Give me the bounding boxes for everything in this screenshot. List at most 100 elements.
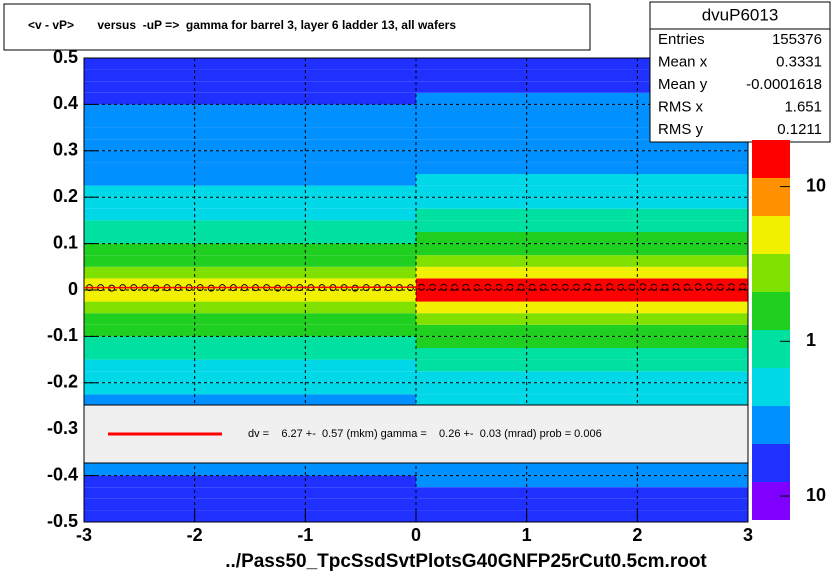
x-tick-label: 2 (632, 525, 642, 545)
heatmap-cell (84, 290, 416, 302)
heatmap-cell (416, 104, 748, 116)
y-tick-label: 0.2 (53, 186, 78, 206)
stats-box: dvuP6013 Entries 155376 Mean x 0.3331 Mean y… (649, 1, 831, 143)
heatmap-cell (84, 127, 416, 140)
x-tick-label: 0 (411, 525, 421, 545)
x-tick-label: -1 (297, 525, 313, 545)
stats-value: 1.651 (784, 98, 822, 115)
profile-point (351, 284, 359, 292)
y-tick-label: -0.1 (47, 325, 78, 345)
y-tick-label: 0.5 (53, 47, 78, 67)
heatmap-cell (416, 336, 748, 348)
stats-value: 155376 (772, 31, 822, 48)
heatmap-cell (416, 69, 748, 82)
fit-line (83, 286, 749, 289)
heatmap-cell (84, 336, 416, 348)
heatmap-cell (84, 150, 416, 163)
heatmap-cell (416, 174, 748, 186)
fit-text: dv = 6.27 +- 0.57 (mkm) gamma = 0.26 +- … (248, 428, 602, 440)
heatmap-cell (416, 475, 748, 488)
color-bar-step (752, 444, 790, 482)
heatmap-cell (84, 92, 416, 105)
heatmap-cell (416, 197, 748, 209)
heatmap-cell (84, 510, 416, 522)
x-tick-label: 3 (743, 525, 753, 545)
heatmap-cell (416, 255, 748, 267)
heatmap-cell (416, 162, 748, 174)
stats-key: Mean x (658, 53, 708, 70)
z-tick-label: 10 (806, 175, 826, 195)
heatmap-cell (84, 232, 416, 244)
heatmap-cell (84, 116, 416, 128)
heatmap-cell (84, 394, 416, 406)
color-bar-step (752, 254, 790, 292)
heatmap-cell (416, 81, 748, 93)
heatmap-cell (416, 510, 748, 522)
heatmap-cell (416, 371, 748, 383)
heatmap-cell (416, 58, 748, 70)
y-tick-label: 0.4 (53, 93, 78, 113)
color-bar-step (752, 140, 790, 178)
heatmap-cell (84, 498, 416, 511)
stats-frame (649, 1, 831, 143)
heatmap-cell (84, 104, 416, 116)
heatmap-cell (84, 208, 416, 221)
heatmap-cell (84, 255, 416, 267)
heatmap-cell (416, 359, 748, 372)
heatmap-cell (416, 487, 748, 499)
color-bar-step (752, 292, 790, 330)
heatmap-cell (416, 185, 748, 198)
stats-key: Mean y (658, 76, 708, 93)
heatmap-cell (84, 348, 416, 360)
heatmap-cell (416, 394, 748, 406)
z-tick-label: 1 (806, 330, 816, 350)
x-tick-label: 1 (522, 525, 532, 545)
y-tick-label: -0.4 (47, 464, 78, 484)
heatmap-cell (84, 487, 416, 499)
heatmap-cell (416, 139, 748, 151)
heatmap-cell (416, 150, 748, 163)
heatmap-cell (416, 220, 748, 232)
heatmap-cell (416, 498, 748, 511)
heatmap-cell (416, 313, 748, 325)
stats-title: dvuP6013 (702, 5, 779, 24)
heatmap-cell (84, 243, 416, 256)
stats-value: -0.0001618 (746, 76, 822, 93)
heatmap-cell (416, 348, 748, 360)
y-tick-label: -0.5 (47, 511, 78, 531)
heatmap-cell (84, 162, 416, 174)
stats-key: Entries (658, 31, 705, 48)
color-bar-step (752, 216, 790, 254)
heatmap-cell (84, 464, 416, 476)
heatmap-cell (416, 290, 748, 302)
color-bar-step (752, 406, 790, 444)
heatmap-cell (84, 81, 416, 93)
heatmap-cell (84, 278, 416, 290)
heatmap-cell (84, 301, 416, 314)
heatmap-cell (416, 92, 748, 105)
heatmap-cell (416, 301, 748, 314)
heatmap-cell (416, 243, 748, 256)
x-tick-label: -2 (187, 525, 203, 545)
heatmap-cell (84, 69, 416, 82)
heatmap-cell (84, 58, 416, 70)
y-tick-label: 0.3 (53, 140, 78, 160)
heatmap-cell (84, 174, 416, 186)
heatmap-cell (84, 382, 416, 395)
heatmap-cell (84, 359, 416, 372)
heatmap-cell (84, 371, 416, 383)
heatmap-cell (84, 139, 416, 151)
y-tick-label: 0 (68, 279, 78, 299)
heatmap-cell (416, 127, 748, 140)
heatmap-cell (84, 324, 416, 337)
heatmap-cell (416, 208, 748, 221)
color-bar-step (752, 368, 790, 406)
heatmap (84, 58, 748, 522)
heatmap-cell (416, 278, 748, 290)
title-box (3, 3, 591, 51)
heatmap-cell (84, 313, 416, 325)
stats-key: RMS y (658, 121, 704, 138)
heatmap-cell (416, 116, 748, 128)
heatmap-cell (416, 382, 748, 395)
